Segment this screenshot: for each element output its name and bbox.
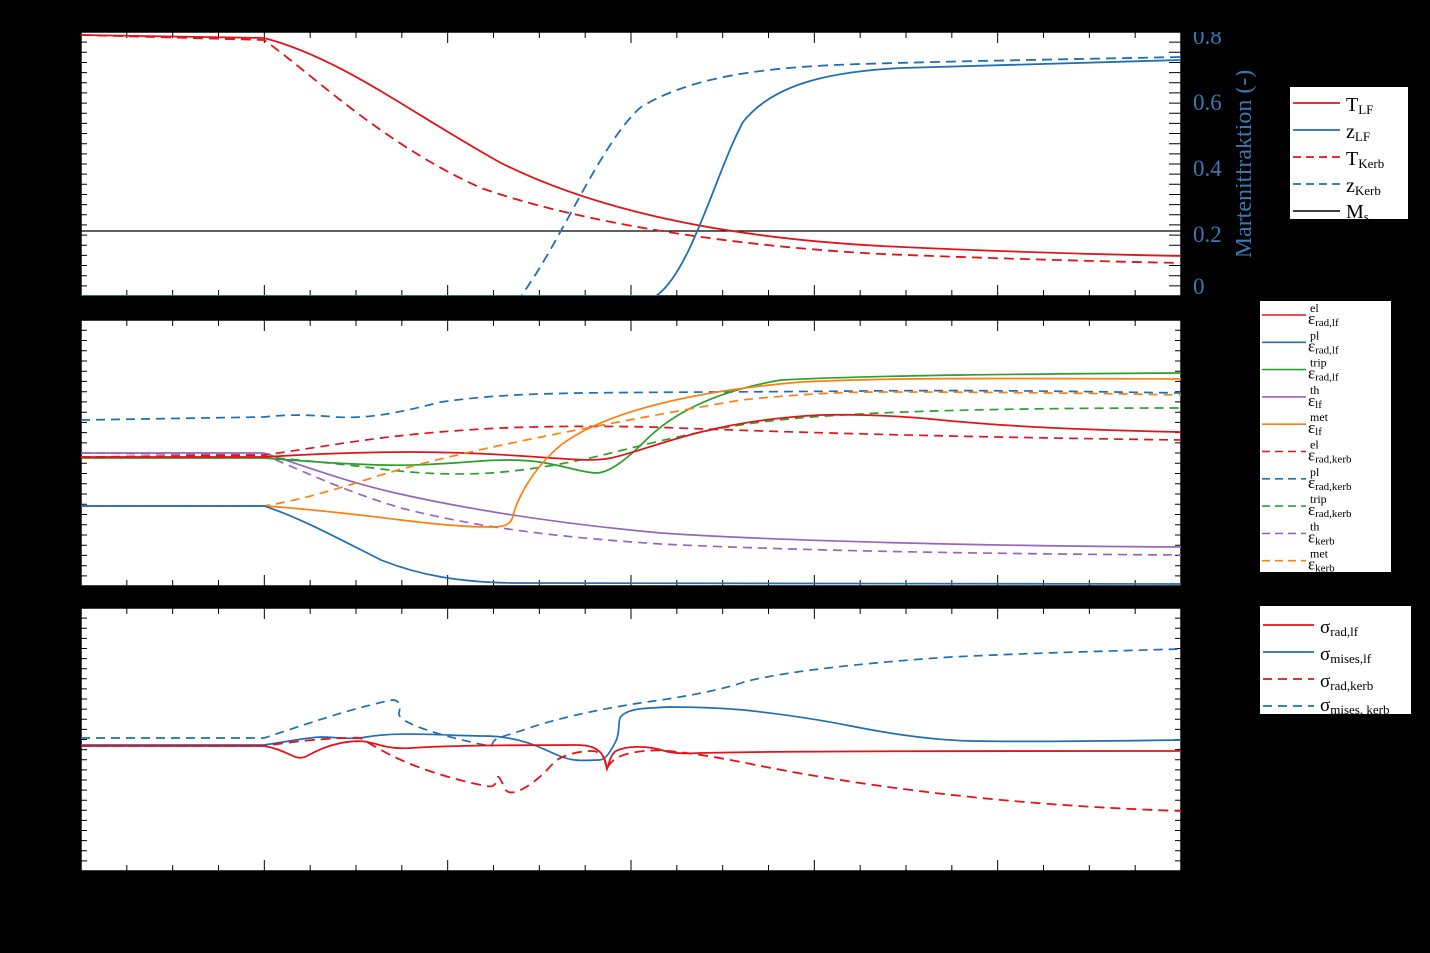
svg-text:0.2: 0.2 — [1193, 222, 1222, 247]
svg-text:0.6: 0.6 — [1193, 90, 1222, 115]
svg-text:Martenitfraktion (-): Martenitfraktion (-) — [1236, 70, 1257, 259]
svg-text:0.8: 0.8 — [1193, 32, 1222, 49]
svg-text:σrad,lf: σrad,lf — [1320, 617, 1359, 639]
svg-text:TLF: TLF — [1346, 94, 1373, 117]
svg-text:TKerb: TKerb — [1346, 148, 1384, 171]
svg-text:εlf: εlf — [1308, 391, 1322, 411]
svg-text:Ms: Ms — [1346, 201, 1369, 221]
svg-text:σmises, kerb: σmises, kerb — [1320, 695, 1389, 716]
svg-text:0.4: 0.4 — [1193, 156, 1222, 181]
svg-text:zLF: zLF — [1346, 121, 1370, 144]
svg-text:zKerb: zKerb — [1346, 175, 1381, 198]
svg-text:εrad,kerb: εrad,kerb — [1308, 446, 1352, 466]
svg-text:εrad,kerb: εrad,kerb — [1308, 500, 1352, 520]
svg-text:σmises,lf: σmises,lf — [1320, 644, 1372, 666]
svg-text:εrad,lf: εrad,lf — [1308, 309, 1339, 329]
svg-text:εrad,lf: εrad,lf — [1308, 336, 1339, 356]
svg-text:σrad,kerb: σrad,kerb — [1320, 671, 1373, 693]
svg-text:εrad,kerb: εrad,kerb — [1308, 473, 1352, 493]
svg-text:εkerb: εkerb — [1308, 527, 1335, 547]
svg-text:0: 0 — [1193, 274, 1205, 296]
